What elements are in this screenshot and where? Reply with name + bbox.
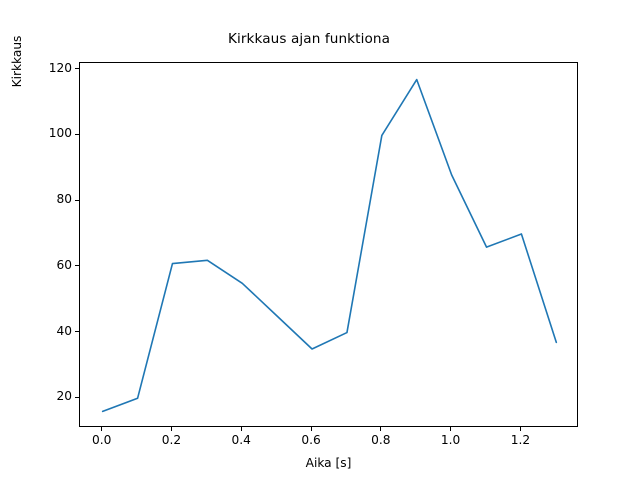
y-tick-label: 100: [48, 126, 72, 141]
y-tick-label: 80: [56, 192, 72, 207]
y-tick-label: 20: [56, 389, 72, 404]
x-tick-label: 1.0: [440, 433, 461, 447]
y-tick-mark: [75, 133, 79, 135]
y-tick-mark: [75, 396, 79, 398]
x-tick-label: 0.0: [91, 433, 112, 447]
y-tick-mark: [75, 331, 79, 333]
y-tick-mark: [75, 265, 79, 267]
y-tick-label: 120: [48, 60, 72, 75]
x-tick-mark: [380, 427, 382, 431]
chart-title: Kirkkaus ajan funktiona: [0, 31, 640, 47]
x-tick-mark: [240, 427, 242, 431]
x-tick-mark: [519, 427, 521, 431]
y-axis-label: Kirkkaus: [10, 35, 24, 88]
x-tick-label: 0.2: [161, 433, 182, 447]
x-tick-label: 0.8: [371, 433, 391, 447]
x-tick-mark: [450, 427, 452, 431]
chart-title-text: Kirkkaus ajan funktiona: [227, 31, 391, 47]
x-tick-mark: [170, 427, 173, 431]
y-tick-mark: [75, 68, 79, 70]
y-tick-mark: [75, 199, 79, 201]
plot-axes-area: [79, 62, 578, 427]
y-tick-label: 60: [56, 257, 72, 272]
data-series-line: [101, 78, 558, 413]
y-tick-label: 40: [56, 323, 72, 338]
x-axis-label: Aika [s]: [305, 456, 352, 470]
x-tick-label: 1.2: [510, 433, 531, 447]
x-tick-mark: [101, 427, 103, 431]
data-line-svg: [101, 78, 558, 413]
x-tick-label: 0.6: [301, 433, 321, 447]
x-tick-mark: [310, 427, 312, 431]
x-tick-label: 0.4: [231, 433, 251, 447]
